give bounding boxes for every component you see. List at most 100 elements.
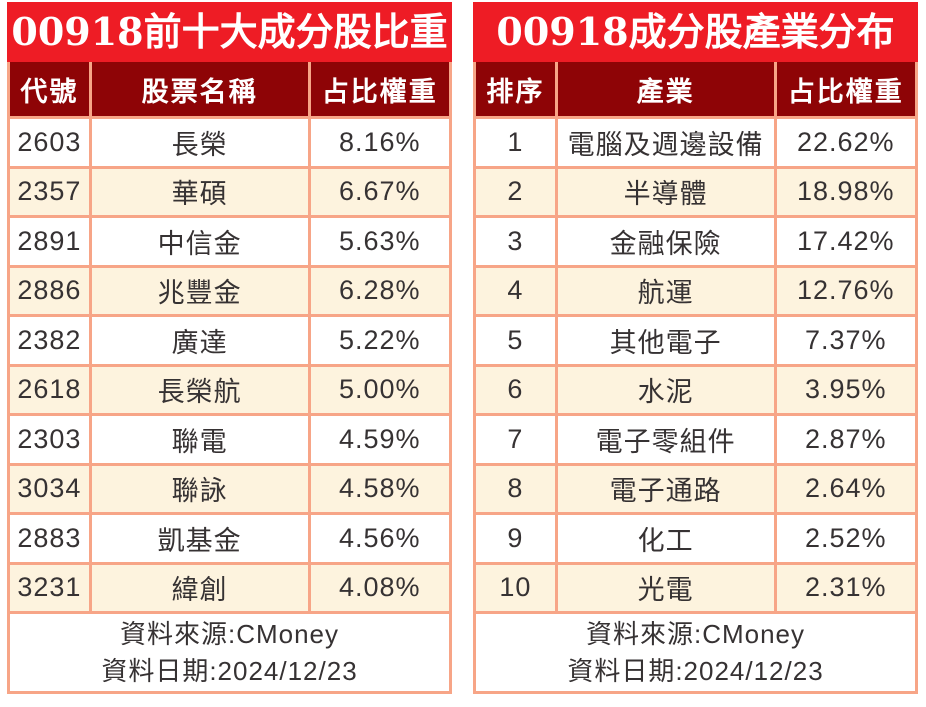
table-cell: 8 <box>473 462 558 515</box>
table-cell: 聯電 <box>88 413 311 466</box>
table-cell: 電腦及週邊設備 <box>554 116 777 169</box>
data-date-text: 資料日期:2024/12/23 <box>101 655 358 686</box>
table-row: 9 化工 2.52% <box>473 512 919 565</box>
table-row: 2 半導體 18.98% <box>473 165 919 218</box>
table-cell: 4.56% <box>307 512 453 565</box>
column-header-code: 代號 <box>7 62 92 119</box>
table-cell: 緯創 <box>88 561 311 614</box>
table-cell: 華碩 <box>88 165 311 218</box>
column-header-weight: 占比權重 <box>307 62 453 119</box>
table-row: 1 電腦及週邊設備 22.62% <box>473 116 919 169</box>
table-cell: 2382 <box>7 314 92 367</box>
table-row: 3034 聯詠 4.58% <box>7 462 453 515</box>
table-row: 5 其他電子 7.37% <box>473 314 919 367</box>
table-cell: 金融保險 <box>554 215 777 268</box>
industries-panel: 00918成分股產業分布 排序 產業 占比權重 1 電腦及週邊設備 22.62% 2 半… <box>473 2 919 694</box>
table-row: 2357 華碩 6.67% <box>7 165 453 218</box>
table-row: 3231 緯創 4.08% <box>7 561 453 614</box>
table-cell: 3.95% <box>773 363 919 416</box>
holdings-panel: 00918前十大成分股比重 代號 股票名稱 占比權重 2603 長榮 8.16% 23… <box>7 2 453 694</box>
table-cell: 6 <box>473 363 558 416</box>
table-cell: 2886 <box>7 264 92 317</box>
column-header-rank: 排序 <box>473 62 558 119</box>
table-cell: 凱基金 <box>88 512 311 565</box>
holdings-table: 代號 股票名稱 占比權重 2603 長榮 8.16% 2357 華碩 6.67% 2891 中… <box>7 62 453 694</box>
table-cell: 2.87% <box>773 413 919 466</box>
table-cell: 其他電子 <box>554 314 777 367</box>
table-cell: 12.76% <box>773 264 919 317</box>
table-cell: 4.59% <box>307 413 453 466</box>
table-cell: 電子零組件 <box>554 413 777 466</box>
data-source-text: 資料來源:CMoney <box>585 618 806 649</box>
table-cell: 聯詠 <box>88 462 311 515</box>
industries-source-cell: 資料來源:CMoney 資料日期:2024/12/23 <box>473 611 918 694</box>
table-row: 2618 長榮航 5.00% <box>7 363 453 416</box>
table-row: 2382 廣達 5.22% <box>7 314 453 367</box>
industries-title: 00918成分股產業分布 <box>473 2 918 62</box>
table-cell: 2.64% <box>773 462 919 515</box>
holdings-header-row: 代號 股票名稱 占比權重 <box>7 62 453 119</box>
table-cell: 7 <box>473 413 558 466</box>
table-cell: 9 <box>473 512 558 565</box>
table-row: 6 水泥 3.95% <box>473 363 919 416</box>
industries-header-row: 排序 產業 占比權重 <box>473 62 919 119</box>
table-cell: 5 <box>473 314 558 367</box>
table-cell: 4.58% <box>307 462 453 515</box>
table-cell: 2891 <box>7 215 92 268</box>
table-cell: 2357 <box>7 165 92 218</box>
table-row: 2891 中信金 5.63% <box>7 215 453 268</box>
holdings-footer-row: 資料來源:CMoney 資料日期:2024/12/23 <box>7 611 452 694</box>
table-row: 2603 長榮 8.16% <box>7 116 453 169</box>
table-cell: 5.00% <box>307 363 453 416</box>
table-cell: 22.62% <box>773 116 919 169</box>
table-row: 2886 兆豐金 6.28% <box>7 264 453 317</box>
column-header-stock-name: 股票名稱 <box>88 62 311 119</box>
table-cell: 3 <box>473 215 558 268</box>
table-row: 10 光電 2.31% <box>473 561 919 614</box>
table-row: 8 電子通路 2.64% <box>473 462 919 515</box>
table-cell: 8.16% <box>307 116 453 169</box>
table-row: 2303 聯電 4.59% <box>7 413 453 466</box>
table-cell: 2 <box>473 165 558 218</box>
table-row: 2883 凱基金 4.56% <box>7 512 453 565</box>
table-row: 3 金融保險 17.42% <box>473 215 919 268</box>
industries-footer-row: 資料來源:CMoney 資料日期:2024/12/23 <box>473 611 918 694</box>
table-cell: 長榮 <box>88 116 311 169</box>
table-cell: 3034 <box>7 462 92 515</box>
table-cell: 長榮航 <box>88 363 311 416</box>
table-cell: 2.31% <box>773 561 919 614</box>
column-header-weight: 占比權重 <box>773 62 919 119</box>
table-cell: 中信金 <box>88 215 311 268</box>
table-cell: 航運 <box>554 264 777 317</box>
table-cell: 3231 <box>7 561 92 614</box>
table-cell: 2303 <box>7 413 92 466</box>
column-header-industry: 產業 <box>554 62 777 119</box>
table-cell: 2883 <box>7 512 92 565</box>
table-cell: 10 <box>473 561 558 614</box>
table-cell: 5.22% <box>307 314 453 367</box>
table-cell: 廣達 <box>88 314 311 367</box>
table-row: 7 電子零組件 2.87% <box>473 413 919 466</box>
table-cell: 6.67% <box>307 165 453 218</box>
data-date-text: 資料日期:2024/12/23 <box>567 655 824 686</box>
table-cell: 水泥 <box>554 363 777 416</box>
table-row: 4 航運 12.76% <box>473 264 919 317</box>
table-cell: 1 <box>473 116 558 169</box>
table-cell: 2.52% <box>773 512 919 565</box>
table-cell: 5.63% <box>307 215 453 268</box>
table-cell: 化工 <box>554 512 777 565</box>
holdings-source-cell: 資料來源:CMoney 資料日期:2024/12/23 <box>7 611 452 694</box>
table-cell: 17.42% <box>773 215 919 268</box>
table-cell: 半導體 <box>554 165 777 218</box>
table-cell: 電子通路 <box>554 462 777 515</box>
table-cell: 兆豐金 <box>88 264 311 317</box>
table-cell: 4 <box>473 264 558 317</box>
industries-table: 排序 產業 占比權重 1 電腦及週邊設備 22.62% 2 半導體 18.98% 3 金融保險… <box>473 62 919 694</box>
data-source-text: 資料來源:CMoney <box>119 618 340 649</box>
holdings-title: 00918前十大成分股比重 <box>7 2 452 62</box>
table-cell: 18.98% <box>773 165 919 218</box>
table-cell: 7.37% <box>773 314 919 367</box>
table-cell: 4.08% <box>307 561 453 614</box>
table-cell: 光電 <box>554 561 777 614</box>
